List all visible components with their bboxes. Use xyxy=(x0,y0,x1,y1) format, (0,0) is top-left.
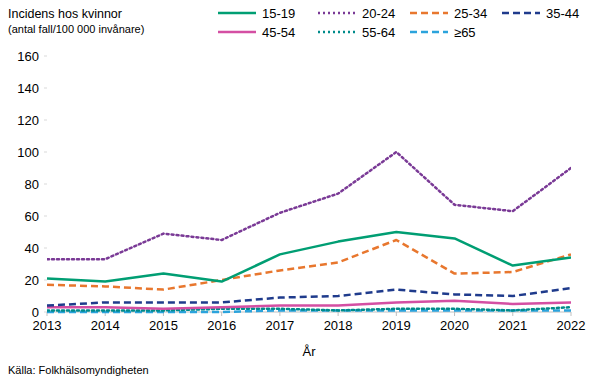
x-tick-label: 2018 xyxy=(324,318,353,333)
series-line xyxy=(47,152,571,259)
x-axis-label: År xyxy=(303,344,317,359)
y-tick xyxy=(44,184,47,185)
legend-label: 55-64 xyxy=(362,25,395,40)
legend-swatch xyxy=(410,12,448,15)
y-tick xyxy=(44,56,47,57)
subtitle: (antal fall/100 000 invånare) xyxy=(8,23,144,35)
legend-label: 35-44 xyxy=(546,6,579,21)
legend-label: 20-24 xyxy=(362,6,395,21)
x-tick xyxy=(396,312,397,316)
y-tick-label: 40 xyxy=(25,241,39,256)
x-tick xyxy=(221,312,222,316)
x-tick-label: 2013 xyxy=(33,318,62,333)
legend-label: ≥65 xyxy=(454,25,476,40)
x-tick-label: 2014 xyxy=(91,318,120,333)
legend-label: 45-54 xyxy=(262,25,295,40)
y-tick xyxy=(44,280,47,281)
y-tick xyxy=(44,120,47,121)
x-tick-label: 2021 xyxy=(498,318,527,333)
x-tick-label: 2017 xyxy=(265,318,294,333)
y-tick-label: 20 xyxy=(25,273,39,288)
y-tick-label: 80 xyxy=(25,177,39,192)
series-line xyxy=(47,288,571,306)
y-tick-label: 120 xyxy=(17,113,39,128)
y-tick xyxy=(44,216,47,217)
y-tick xyxy=(44,152,47,153)
y-tick-label: 60 xyxy=(25,209,39,224)
x-tick-label: 2020 xyxy=(440,318,469,333)
chart: Incidens hos kvinnor (antal fall/100 000 … xyxy=(0,0,605,379)
y-tick xyxy=(44,88,47,89)
y-tick-label: 160 xyxy=(17,49,39,64)
x-tick xyxy=(454,312,455,316)
legend-swatch xyxy=(318,31,356,34)
legend-swatch xyxy=(502,12,540,15)
title: Incidens hos kvinnor xyxy=(8,7,122,21)
x-tick xyxy=(338,312,339,316)
x-tick xyxy=(279,312,280,316)
x-tick-label: 2016 xyxy=(207,318,236,333)
legend-label: 15-19 xyxy=(262,6,295,21)
x-tick-label: 2015 xyxy=(149,318,178,333)
legend-swatch xyxy=(218,31,256,34)
series-line xyxy=(47,232,571,282)
x-tick xyxy=(512,312,513,316)
y-tick-label: 100 xyxy=(17,145,39,160)
y-tick xyxy=(44,248,47,249)
y-tick-label: 140 xyxy=(17,81,39,96)
legend-swatch xyxy=(410,31,448,34)
source: Källa: Folkhälsomyndigheten xyxy=(8,364,149,376)
legend-label: 25-34 xyxy=(454,6,487,21)
x-tick-label: 2019 xyxy=(382,318,411,333)
legend: 15-19 20-24 25-34 35-44 45-54 55-64 ≥65 xyxy=(218,6,579,40)
x-tick xyxy=(571,312,572,316)
legend-swatch xyxy=(218,12,256,15)
legend-swatch xyxy=(318,12,356,15)
plot-area xyxy=(47,152,571,312)
x-tick-label: 2022 xyxy=(557,318,586,333)
